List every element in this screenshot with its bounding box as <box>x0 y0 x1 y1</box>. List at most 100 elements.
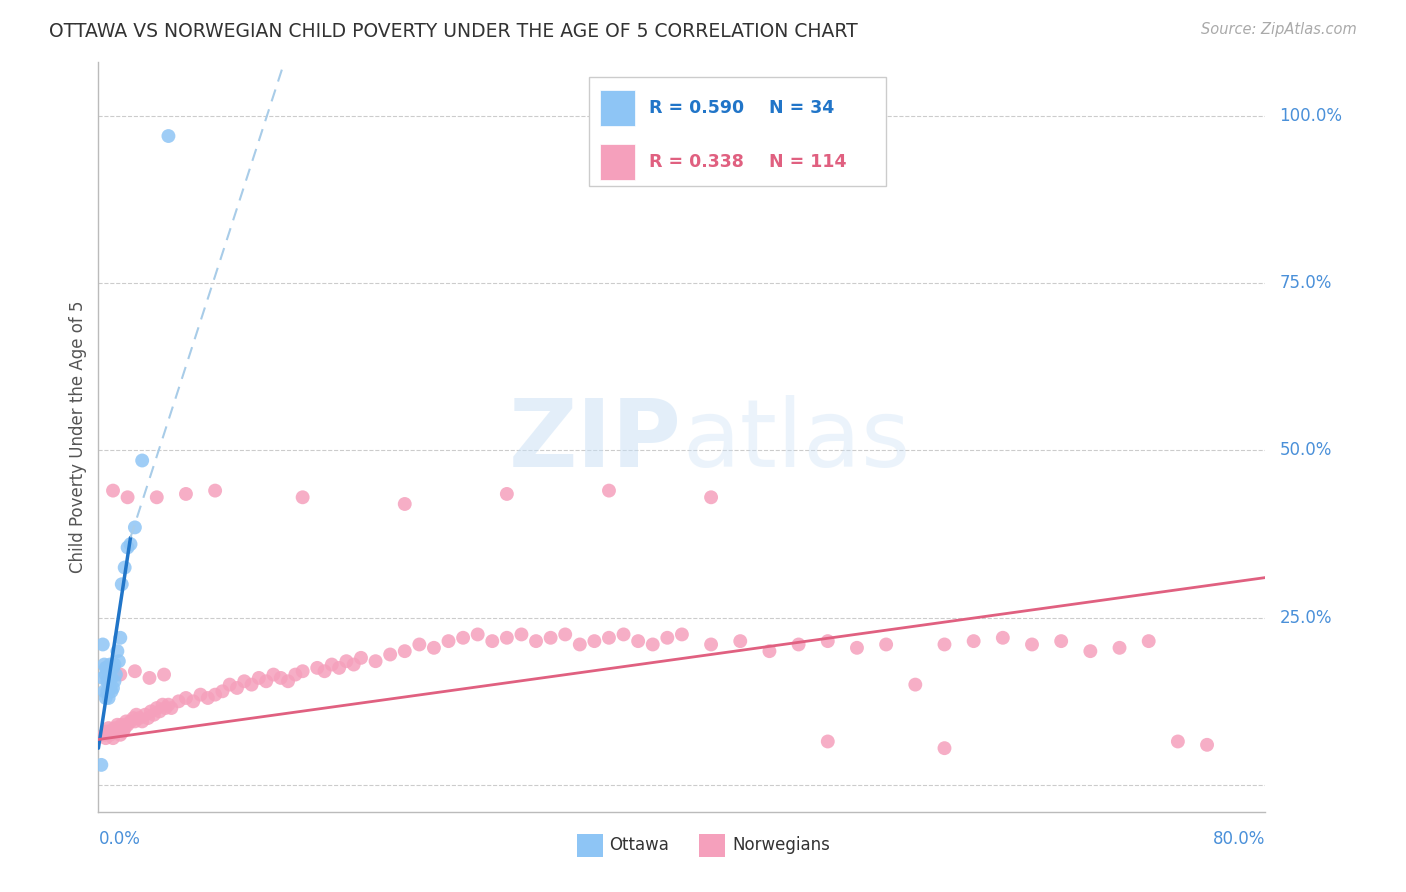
Point <box>114 721 136 735</box>
Point <box>1108 640 1130 655</box>
Point <box>105 717 128 731</box>
Point <box>1050 634 1073 648</box>
Point <box>120 714 142 729</box>
Point <box>105 644 128 658</box>
Point <box>657 631 679 645</box>
Point <box>1137 634 1160 648</box>
Point <box>904 678 927 692</box>
Point <box>94 731 117 746</box>
Point <box>110 631 132 645</box>
Point <box>314 664 336 679</box>
Point <box>875 637 897 651</box>
Point <box>343 657 366 672</box>
Point <box>437 634 460 648</box>
Text: atlas: atlas <box>682 395 910 487</box>
Point <box>100 671 122 685</box>
Point <box>364 654 387 668</box>
Point <box>94 661 117 675</box>
Point <box>321 657 343 672</box>
Point <box>394 497 416 511</box>
Point <box>496 631 519 645</box>
Point <box>91 671 114 685</box>
Point <box>167 694 190 708</box>
Point <box>131 453 153 467</box>
Point <box>93 728 115 742</box>
Point <box>700 491 723 505</box>
Point <box>117 541 139 555</box>
Point <box>612 627 634 641</box>
Point <box>226 681 249 695</box>
Text: ZIP: ZIP <box>509 395 682 487</box>
Text: Norwegians: Norwegians <box>733 837 830 855</box>
Point <box>204 483 226 498</box>
Point <box>160 701 183 715</box>
Point <box>787 637 810 651</box>
Point <box>120 537 142 551</box>
Point <box>554 627 576 641</box>
Point <box>277 674 299 689</box>
Point <box>104 724 127 739</box>
Point <box>96 674 118 689</box>
Point <box>90 758 112 772</box>
Point <box>197 690 219 705</box>
Point <box>1195 738 1218 752</box>
Point <box>131 714 153 729</box>
Point <box>139 705 162 719</box>
Point <box>124 714 146 729</box>
Point <box>94 667 117 681</box>
Point <box>408 637 430 651</box>
Point <box>93 657 115 672</box>
Text: 25.0%: 25.0% <box>1279 608 1331 627</box>
Point <box>110 728 132 742</box>
Point <box>262 667 284 681</box>
Point <box>991 631 1014 645</box>
Point <box>481 634 503 648</box>
Point <box>350 651 373 665</box>
Point <box>467 627 489 641</box>
Point <box>335 654 357 668</box>
Point <box>568 637 591 651</box>
Point <box>103 721 125 735</box>
Point <box>112 724 135 739</box>
Text: Ottawa: Ottawa <box>610 837 669 855</box>
Point <box>962 634 984 648</box>
Y-axis label: Child Poverty Under the Age of 5: Child Poverty Under the Age of 5 <box>69 301 87 574</box>
Point <box>730 634 752 648</box>
Point <box>496 487 519 501</box>
Point <box>291 491 314 505</box>
Point <box>103 674 125 689</box>
Point <box>108 654 131 668</box>
Point <box>817 634 839 648</box>
Point <box>98 681 121 695</box>
Point <box>101 661 124 675</box>
Point <box>1167 734 1189 748</box>
Point <box>96 684 118 698</box>
Text: 100.0%: 100.0% <box>1279 107 1343 125</box>
Point <box>181 694 204 708</box>
Point <box>846 640 869 655</box>
Point <box>101 731 124 746</box>
Point <box>111 577 134 591</box>
Point <box>583 634 606 648</box>
Point <box>1080 644 1102 658</box>
Point <box>700 637 723 651</box>
Point <box>101 681 124 695</box>
Point <box>136 711 159 725</box>
Point <box>758 644 780 658</box>
FancyBboxPatch shape <box>589 78 886 186</box>
Text: 80.0%: 80.0% <box>1213 830 1265 848</box>
Point <box>524 634 547 648</box>
Text: 0.0%: 0.0% <box>98 830 141 848</box>
Point <box>152 698 174 712</box>
Point <box>204 688 226 702</box>
Text: R = 0.590: R = 0.590 <box>650 99 744 117</box>
Point <box>146 491 169 505</box>
Text: R = 0.338: R = 0.338 <box>650 153 744 171</box>
Point <box>155 701 177 715</box>
Point <box>423 640 446 655</box>
Point <box>110 667 132 681</box>
Point <box>394 644 416 658</box>
Point <box>157 698 180 712</box>
Point <box>124 664 146 679</box>
Point <box>218 678 240 692</box>
